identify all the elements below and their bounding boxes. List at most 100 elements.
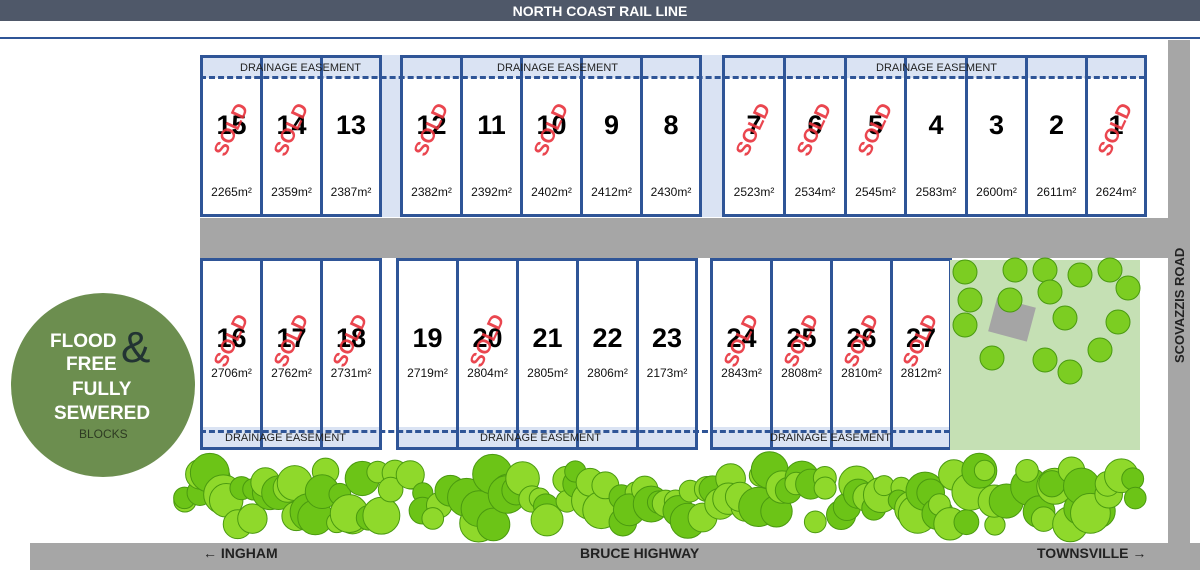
tree — [1030, 506, 1057, 532]
ingham-direction: ← INGHAM — [203, 545, 278, 561]
lot-area: 2359m² — [271, 185, 312, 199]
badge-amp: & — [121, 323, 151, 372]
lot-number: 1 — [1108, 110, 1124, 140]
easement-strip — [463, 58, 520, 78]
lot-1[interactable]: 1 2624m² SOLD — [1085, 55, 1147, 217]
lot-3[interactable]: 3 2600m² — [965, 55, 1028, 217]
badge-text: FREE — [66, 354, 117, 375]
rail-line — [0, 37, 1200, 39]
lot-number: 26 — [846, 323, 877, 353]
tree — [952, 312, 978, 338]
lot-area: 2545m² — [855, 185, 896, 199]
easement-label: DRAINAGE EASEMENT — [876, 62, 998, 74]
flood-free-badge: FLOOD & FREE FULLY SEWERED BLOCKS — [11, 293, 195, 477]
lot-10[interactable]: 10 2402m² SOLD — [520, 55, 583, 217]
lot-area: 2387m² — [330, 185, 372, 199]
lot-area: 2812m² — [900, 366, 942, 380]
lot-6[interactable]: 6 2534m² SOLD — [783, 55, 847, 217]
lot-area: 2265m² — [211, 185, 252, 199]
lot-12[interactable]: 12 2382m² SOLD — [400, 55, 463, 217]
lot-area: 2392m² — [471, 185, 512, 199]
lot-number: 9 — [603, 110, 620, 140]
tree — [1032, 257, 1058, 283]
lot-23[interactable]: 23 2173m² — [636, 258, 698, 450]
lot-number: 19 — [412, 323, 443, 353]
internal-road — [200, 218, 1175, 258]
lot-area: 2806m² — [587, 366, 628, 380]
tree — [979, 345, 1005, 371]
tree — [1015, 459, 1039, 483]
tree — [1097, 257, 1123, 283]
easement-label: DRAINAGE EASEMENT — [497, 62, 619, 74]
bruce-highway — [30, 543, 1200, 570]
tree — [362, 496, 401, 535]
lot-number: 15 — [216, 110, 247, 140]
tree — [973, 459, 996, 482]
tree — [1121, 467, 1145, 491]
tree — [1057, 359, 1083, 385]
tree — [1002, 257, 1028, 283]
tree — [395, 460, 425, 490]
lot-area: 2534m² — [794, 185, 836, 199]
lot-14[interactable]: 14 2359m² SOLD — [260, 55, 323, 217]
easement-strip — [786, 58, 844, 78]
lot-area: 2731m² — [330, 366, 372, 380]
lot-5[interactable]: 5 2545m² SOLD — [844, 55, 907, 217]
highway-label: BRUCE HIGHWAY — [580, 545, 700, 561]
lot-area: 2412m² — [591, 185, 632, 199]
easement-line — [200, 76, 1145, 79]
easement-strip — [725, 58, 783, 78]
easement-strip — [968, 58, 1025, 78]
tree — [952, 259, 978, 285]
rail-line-banner: NORTH COAST RAIL LINE — [0, 0, 1200, 21]
lot-13[interactable]: 13 2387m² — [320, 55, 382, 217]
tree — [1037, 279, 1063, 305]
lot-number: 22 — [592, 323, 623, 353]
easement-line — [200, 430, 950, 433]
tree — [1123, 486, 1147, 510]
lot-number: 8 — [663, 110, 679, 140]
lot-area: 2706m² — [211, 366, 252, 380]
easement-strip — [847, 58, 904, 78]
lot-number: 6 — [807, 110, 823, 140]
lot-area: 2402m² — [531, 185, 572, 199]
tree — [1052, 305, 1078, 331]
tree — [997, 287, 1023, 313]
tree — [237, 503, 268, 534]
easement-strip — [203, 58, 260, 78]
lot-number: 7 — [746, 110, 762, 140]
badge-text: SEWERED — [54, 403, 151, 424]
lot-number: 21 — [532, 323, 563, 353]
tree — [803, 510, 827, 534]
badge-text: FLOOD — [50, 331, 117, 352]
lot-number: 10 — [536, 110, 567, 140]
tree — [377, 476, 404, 503]
easement-strip — [403, 58, 460, 78]
easement-label: DRAINAGE EASEMENT — [240, 62, 362, 74]
lot-8[interactable]: 8 2430m² — [640, 55, 702, 217]
lot-11[interactable]: 11 2392m² — [460, 55, 523, 217]
lot-area: 2810m² — [841, 366, 882, 380]
lot-area: 2523m² — [733, 185, 775, 199]
townsville-direction: TOWNSVILLE → — [1037, 545, 1147, 561]
tree — [530, 503, 564, 537]
lot-number: 2 — [1048, 110, 1065, 140]
lot-4[interactable]: 4 2583m² — [904, 55, 968, 217]
easement-label: DRAINAGE EASEMENT — [770, 432, 892, 444]
lot-area: 2804m² — [467, 366, 508, 380]
scovazzis-road — [1168, 40, 1190, 545]
badge-text: FULLY — [72, 379, 132, 400]
tree — [421, 507, 445, 530]
gap-strip — [700, 55, 722, 217]
easement-strip — [323, 58, 379, 78]
lot-21[interactable]: 21 2805m² — [516, 258, 579, 450]
lot-15[interactable]: 15 2265m² SOLD — [200, 55, 263, 217]
gap-strip — [380, 55, 400, 217]
tree — [813, 476, 837, 500]
lot-number: 14 — [276, 110, 307, 140]
lot-number: 18 — [335, 323, 367, 353]
lot-number: 5 — [867, 110, 884, 140]
lot-2[interactable]: 2 2611m² — [1025, 55, 1088, 217]
lot-number: 12 — [416, 110, 447, 140]
